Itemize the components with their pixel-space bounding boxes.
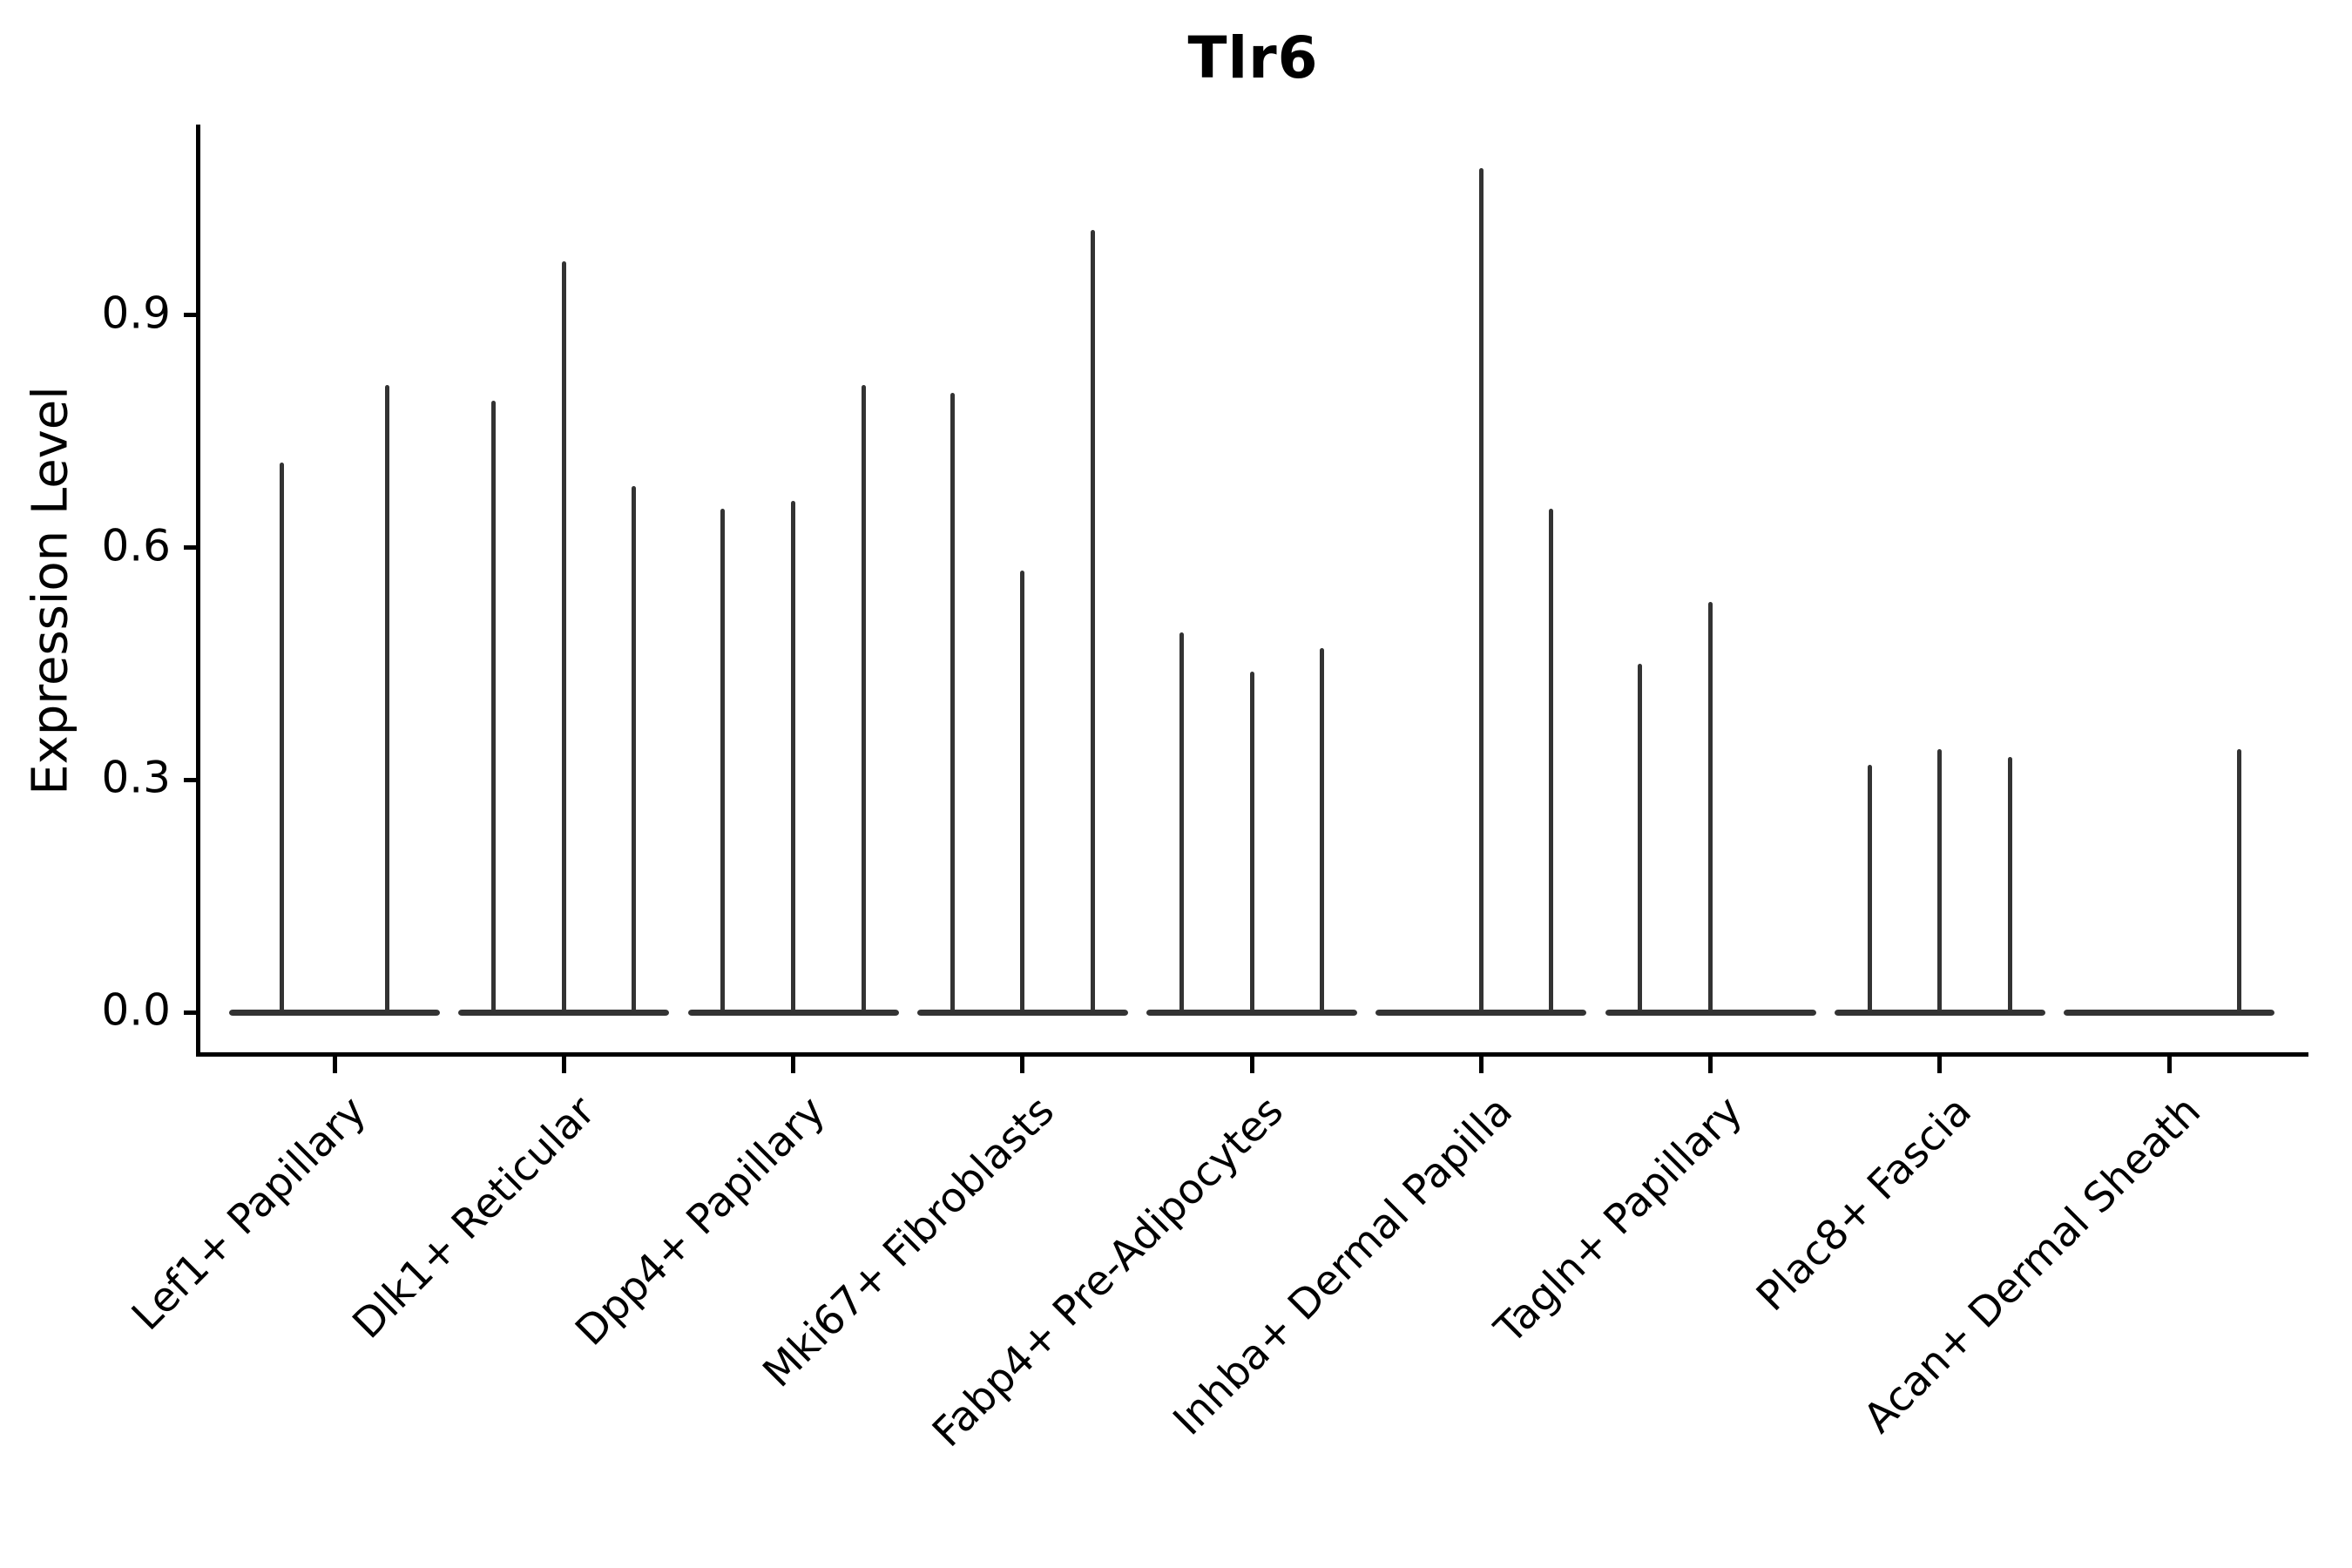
x-tick-mark: [2166, 1057, 2172, 1073]
violin-spike-8-1: [1867, 764, 1872, 1014]
violin-spike-1-2: [385, 384, 389, 1014]
x-tick-mark: [1708, 1057, 1713, 1073]
y-tick-label: 0.9: [101, 287, 171, 339]
y-tick-label: 0.0: [101, 984, 171, 1036]
violin-spike-8-3: [2007, 756, 2012, 1014]
x-tick-label: Dlk1+ Reticular: [343, 1087, 605, 1348]
violin-spike-4-2: [1020, 571, 1025, 1014]
x-tick-mark: [1937, 1057, 1943, 1073]
y-axis-label: Expression Level: [22, 386, 79, 795]
x-tick-mark: [1020, 1057, 1025, 1073]
x-tick-mark: [561, 1057, 566, 1073]
x-axis-spine: [196, 1052, 2308, 1057]
x-tick-label: Lef1+ Papillary: [122, 1087, 375, 1340]
violin-spike-6-3: [1549, 509, 1554, 1014]
y-axis-spine: [196, 125, 200, 1057]
violin-spike-4-3: [1090, 230, 1095, 1014]
x-tick-mark: [1478, 1057, 1484, 1073]
violin-spike-4-1: [950, 392, 955, 1014]
violin-spike-7-2: [1708, 601, 1713, 1014]
violin-baseline-9: [2064, 1009, 2274, 1016]
chart-title: Tlr6: [1187, 24, 1319, 91]
violin-spike-5-1: [1179, 632, 1184, 1014]
y-tick-mark: [184, 1010, 198, 1015]
violin-spike-2-2: [561, 260, 566, 1014]
x-tick-label: Dpp4+ Papillary: [565, 1087, 835, 1355]
violin-spike-5-3: [1320, 648, 1325, 1014]
violin-baseline-1: [229, 1009, 440, 1016]
violin-spike-3-2: [791, 501, 795, 1014]
y-tick-label: 0.6: [101, 520, 171, 571]
violin-spike-1-1: [280, 462, 284, 1014]
violin-spike-5-2: [1249, 671, 1254, 1014]
y-tick-mark: [184, 777, 198, 782]
violin-spike-7-1: [1638, 663, 1643, 1014]
y-tick-mark: [184, 545, 198, 551]
violin-spike-8-2: [1937, 748, 1943, 1014]
violin-spike-3-3: [861, 384, 866, 1014]
violin-spike-2-3: [632, 485, 637, 1014]
x-tick-label: Plac8+ Fascia: [1747, 1087, 1981, 1321]
x-tick-mark: [332, 1057, 337, 1073]
x-tick-mark: [791, 1057, 795, 1073]
violin-spike-2-1: [491, 400, 497, 1014]
violin-spike-3-1: [720, 509, 726, 1014]
x-tick-mark: [1249, 1057, 1254, 1073]
x-tick-label: Tagln+ Papillary: [1485, 1087, 1752, 1354]
y-tick-label: 0.3: [101, 753, 171, 804]
violin-spike-6-2: [1478, 168, 1484, 1014]
violin-spike-9-3: [2237, 748, 2242, 1014]
y-tick-mark: [184, 313, 198, 318]
